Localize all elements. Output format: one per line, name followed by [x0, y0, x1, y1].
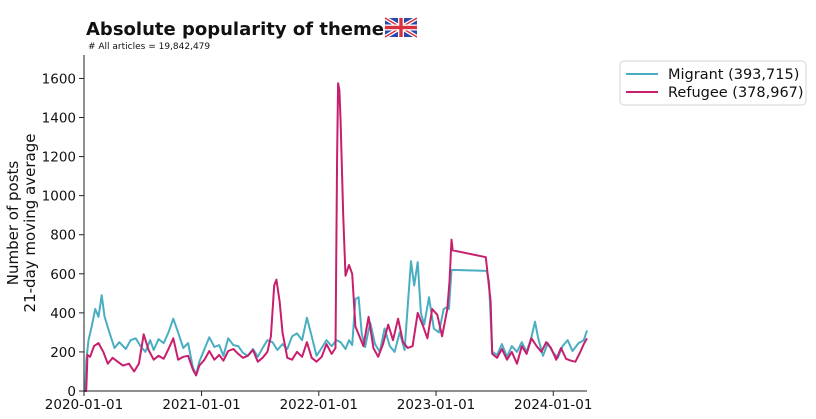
y-tick-label: 0: [67, 384, 76, 400]
legend: Migrant (393,715) Refugee (378,967): [619, 60, 807, 106]
x-tick-label: 2022-01-01: [280, 397, 358, 413]
y-tick-label: 1600: [42, 71, 76, 87]
y-tick-label: 200: [50, 345, 76, 361]
y-axis-title-line-2: 21-day moving average: [21, 134, 39, 313]
legend-box: [619, 60, 807, 106]
series-line-refugee: [84, 82, 588, 392]
legend-label-refugee: Refugee (378,967): [668, 85, 804, 101]
y-tick-label: 1000: [42, 189, 76, 205]
legend-label-migrant: Migrant (393,715): [668, 67, 799, 83]
x-tick-label: 2020-01-01: [45, 397, 123, 413]
y-axis-title-line-1: Number of posts: [4, 161, 22, 286]
chart-title: Absolute popularity of themes: [86, 19, 395, 40]
x-tick-label: 2024-01-01: [514, 397, 592, 413]
plot-area: [84, 82, 588, 392]
y-tick-label: 400: [50, 306, 76, 322]
chart-subtitle: # All articles = 19,842,479: [88, 42, 210, 52]
y-tick-label: 1400: [42, 111, 76, 127]
x-tick-label: 2023-01-01: [397, 397, 475, 413]
series-line-migrant: [84, 260, 588, 392]
y-tick-label: 600: [50, 267, 76, 283]
uk-flag-icon: [383, 16, 419, 39]
y-axis-title: Number of posts 21-day moving average: [4, 134, 39, 313]
y-tick-label: 1200: [42, 150, 76, 166]
y-axis: 0 200 400 600 800 1000 1200 1400 1600: [42, 55, 85, 400]
x-axis: 2020-01-01 2021-01-01 2022-01-01 2023-01-01…: [45, 390, 593, 413]
y-tick-label: 800: [50, 228, 76, 244]
x-tick-label: 2021-01-01: [162, 397, 240, 413]
